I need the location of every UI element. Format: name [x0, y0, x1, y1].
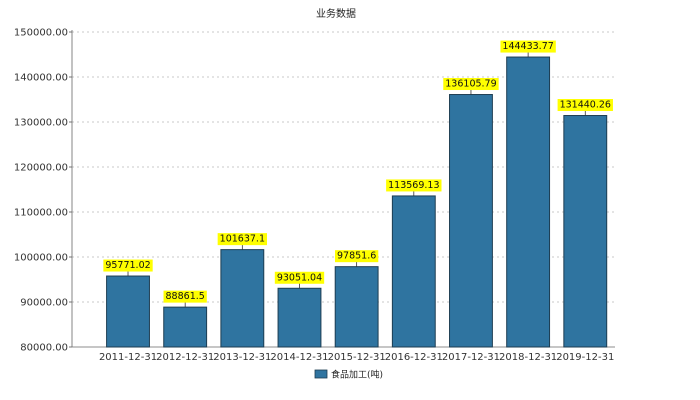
y-tick-label: 100000.00: [14, 253, 68, 264]
y-tick-label: 140000.00: [14, 73, 68, 84]
bar: [563, 115, 608, 348]
chart-title: 业务数据: [316, 7, 356, 20]
data-label: 97851.6: [337, 251, 376, 262]
bar: [163, 306, 208, 348]
data-label-bg: [163, 290, 207, 303]
data-label: 113569.13: [388, 180, 439, 191]
data-label-bg: [103, 259, 153, 272]
legend-label: 食品加工(吨): [331, 369, 383, 381]
bar: [106, 275, 150, 348]
data-label: 93051.04: [277, 272, 322, 283]
legend: 食品加工(吨): [314, 369, 383, 381]
bars: [106, 56, 608, 348]
y-tick-label: 150000.00: [14, 28, 68, 39]
bar: [334, 266, 379, 348]
data-label: 136105.79: [445, 79, 496, 90]
x-tick-labels: 2011-12-31 2012-12-31 2013-12-31 2014-12-31…: [99, 352, 614, 363]
bar: [449, 94, 493, 348]
x-tick-label: 2014-12-31: [270, 352, 328, 363]
x-tick-label: 2017-12-31: [442, 352, 500, 363]
x-tick-label: 2019-12-31: [556, 352, 614, 363]
data-label-bg: [557, 99, 613, 112]
data-label: 88861.5: [166, 291, 205, 302]
y-tick-label: 120000.00: [14, 163, 68, 174]
x-tick-label: 2011-12-31: [99, 352, 157, 363]
x-tick-label: 2013-12-31: [213, 352, 271, 363]
data-label-bg: [443, 78, 499, 91]
y-tick-label: 90000.00: [20, 298, 68, 309]
data-label: 101637.1: [220, 234, 265, 245]
data-label-bg: [386, 179, 442, 192]
data-label: 144433.77: [502, 41, 553, 52]
data-labels: 95771.02 88861.5 101637.1 93051.04 97851.6 11…: [103, 40, 613, 308]
bar: [220, 249, 265, 348]
data-label: 131440.26: [560, 100, 611, 111]
data-label-bg: [217, 233, 268, 246]
legend-swatch: [314, 369, 328, 379]
data-label-bg: [334, 250, 379, 263]
bar: [277, 287, 322, 348]
x-tick-label: 2015-12-31: [328, 352, 386, 363]
x-tick-label: 2018-12-31: [499, 352, 557, 363]
bar: [391, 195, 436, 348]
y-tick-label: 130000.00: [14, 118, 68, 129]
data-label: 95771.02: [105, 260, 150, 271]
x-tick-label: 2016-12-31: [385, 352, 443, 363]
y-tick-label: 80000.00: [20, 343, 68, 354]
bar: [506, 56, 551, 348]
data-label-bg: [500, 40, 556, 53]
x-tick-label: 2012-12-31: [156, 352, 214, 363]
y-tick-label: 110000.00: [14, 208, 68, 219]
data-label-bg: [274, 271, 325, 284]
y-tick-labels: 80000.00 90000.00 100000.00 110000.00 120000…: [14, 28, 68, 354]
